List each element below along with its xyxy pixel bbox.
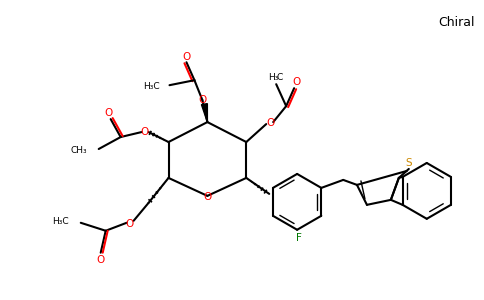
Text: O: O (292, 77, 300, 87)
Text: S: S (406, 158, 412, 168)
Polygon shape (201, 103, 208, 122)
Text: H₃C: H₃C (52, 217, 69, 226)
Text: O: O (105, 108, 113, 118)
Text: O: O (97, 255, 105, 265)
Text: CH₃: CH₃ (70, 146, 87, 155)
Text: Chiral: Chiral (439, 16, 475, 29)
Text: O: O (198, 95, 207, 105)
Text: C: C (276, 73, 282, 82)
Text: O: O (140, 127, 149, 137)
Text: O: O (266, 118, 274, 128)
Text: O: O (182, 52, 191, 62)
Text: O: O (203, 192, 212, 202)
Text: O: O (125, 219, 134, 229)
Text: F: F (296, 233, 302, 243)
Text: H₃: H₃ (268, 73, 278, 82)
Text: H₃C: H₃C (143, 82, 160, 91)
